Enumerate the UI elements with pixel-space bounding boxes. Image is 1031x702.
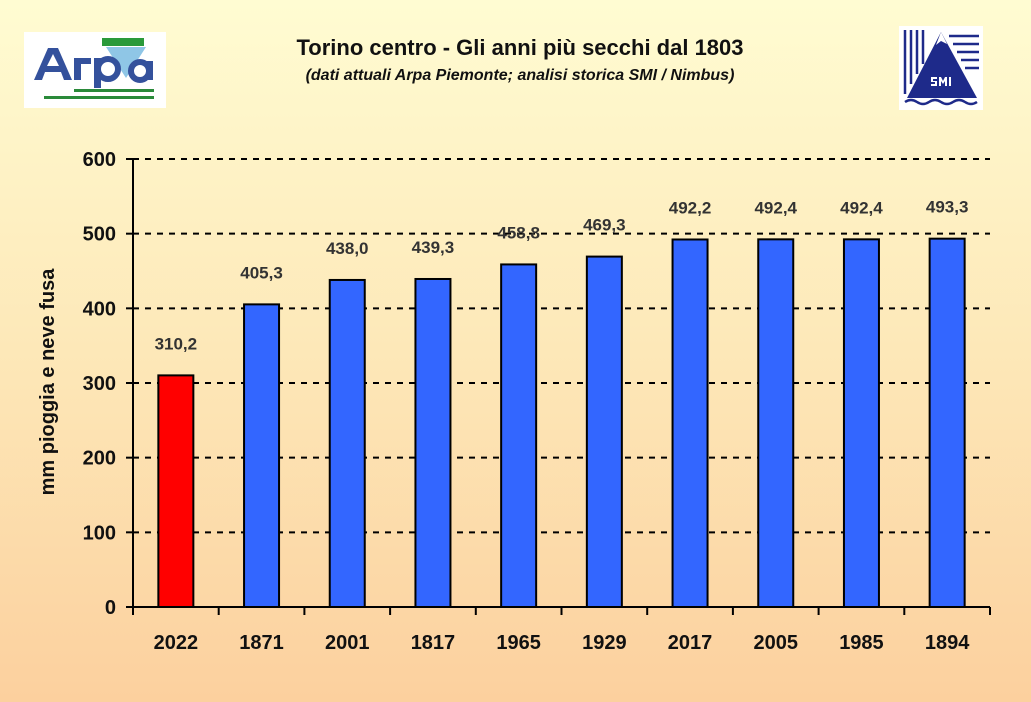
x-tick-label: 2005	[754, 632, 799, 654]
data-label: 469,3	[583, 216, 626, 235]
x-tick-label: 1894	[925, 632, 970, 654]
data-label: 439,3	[412, 238, 455, 257]
data-label: 493,3	[926, 198, 969, 217]
chart-subtitle: (dati attuali Arpa Piemonte; analisi sto…	[305, 67, 735, 84]
x-tick-label: 2001	[325, 632, 370, 654]
y-tick-label: 300	[83, 373, 116, 395]
bar-1965	[500, 263, 538, 608]
x-tick-label: 1985	[839, 632, 884, 654]
y-tick-label: 400	[83, 298, 116, 320]
data-label: 310,2	[155, 334, 198, 353]
x-tick-label: 1871	[239, 632, 284, 654]
y-tick-label: 200	[83, 448, 116, 470]
arpa-piemonte-logo	[24, 32, 166, 108]
bar-2005	[757, 238, 795, 608]
smi-logo	[899, 26, 983, 110]
data-label: 492,4	[754, 198, 797, 217]
bar-2022	[157, 374, 195, 608]
bar-1985	[842, 238, 880, 608]
y-tick-label: 0	[105, 597, 116, 619]
x-tick-label: 1965	[496, 632, 541, 654]
x-tick-label: 2017	[668, 632, 713, 654]
bar-1929	[585, 255, 623, 608]
y-tick-label: 500	[83, 224, 116, 246]
chart-title: Torino centro - Gli anni più secchi dal …	[296, 35, 744, 60]
data-label: 405,3	[240, 263, 283, 282]
bar-2017	[671, 238, 709, 608]
bar-1871	[243, 303, 281, 608]
data-label: 438,0	[326, 239, 369, 258]
y-tick-label: 100	[83, 522, 116, 544]
bar-2001	[328, 278, 366, 608]
bar-1894	[928, 237, 966, 608]
x-tick-label: 2022	[154, 632, 199, 654]
data-label: 492,2	[669, 198, 712, 217]
x-tick-label: 1929	[582, 632, 627, 654]
x-tick-label: 1817	[411, 632, 456, 654]
y-tick-label: 600	[83, 149, 116, 171]
bar-1817	[414, 277, 452, 608]
data-label: 492,4	[840, 198, 883, 217]
data-label: 458,8	[497, 223, 540, 242]
